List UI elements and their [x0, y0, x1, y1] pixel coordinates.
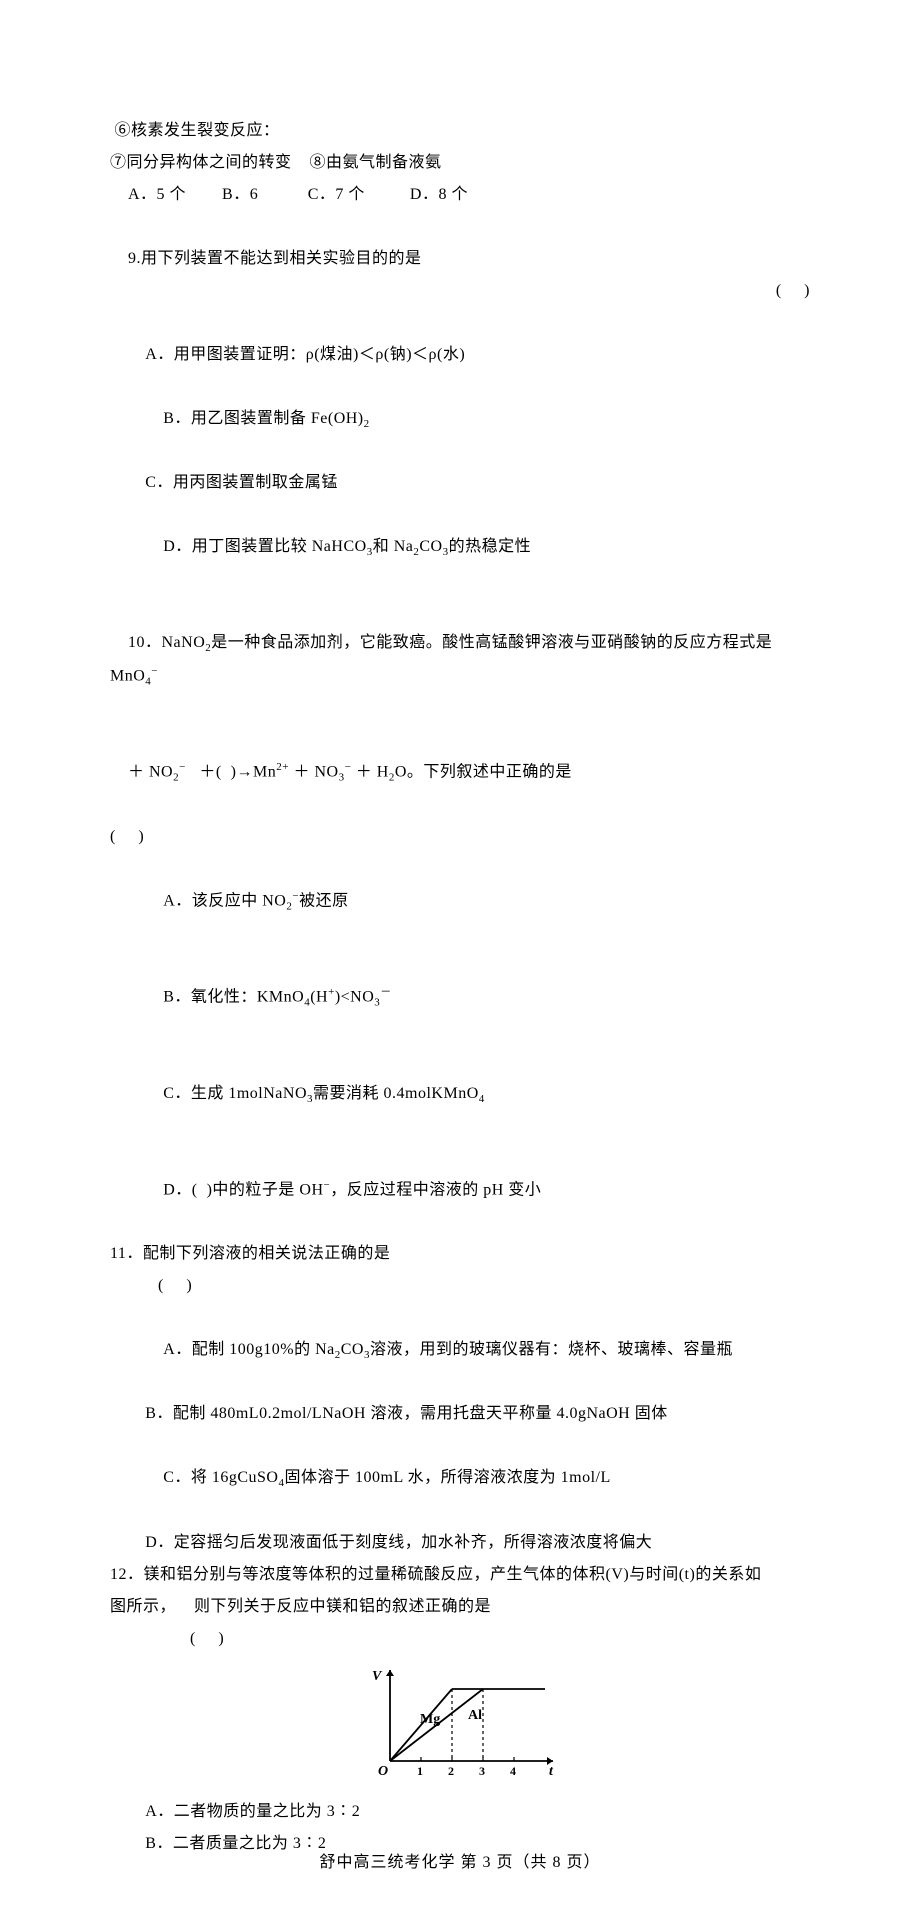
- text: 10．NaNO: [128, 634, 205, 651]
- option-c: C．生成 1molNaNO3需要消耗 0.4molKMnO4: [110, 1046, 810, 1142]
- option-c: C．用丙图装置制取金属锰: [110, 467, 810, 499]
- option-a: A．该反应中 NO2−被还原: [110, 853, 810, 950]
- text: 固体溶于 100mL 水，所得溶液浓度为 1mol/L: [285, 1469, 611, 1486]
- text: CO: [341, 1341, 364, 1358]
- volume-time-chart: OVt1234MgAl: [360, 1661, 560, 1781]
- svg-text:3: 3: [479, 1764, 485, 1778]
- text: 需要消耗 0.4molKMnO: [313, 1085, 479, 1102]
- text: 是一种食品添加剂，它能致癌。酸性高锰酸钾溶液与亚硝酸钠的反应方程式是 MnO: [110, 634, 777, 684]
- option-b: B．氧化性：KMnO4(H+)<NO3－: [110, 949, 810, 1046]
- superscript: －: [380, 986, 392, 998]
- option-d: D．定容摇匀后发现液面低于刻度线，加水补齐，所得溶液浓度将偏大: [110, 1527, 810, 1559]
- option-a: A．用甲图装置证明：ρ(煤油)＜ρ(钠)＜ρ(水): [110, 339, 810, 371]
- text: ，反应过程中溶液的 pH 变小: [330, 1181, 541, 1198]
- text: C．将 16gCuSO: [163, 1469, 278, 1486]
- superscript: 2+: [276, 761, 289, 773]
- option-d: D．用丁图装置比较 NaHCO3和 Na2CO3的热稳定性: [110, 499, 810, 595]
- svg-text:1: 1: [417, 1764, 423, 1778]
- text: (H: [310, 988, 328, 1005]
- svg-text:4: 4: [510, 1764, 516, 1778]
- question-10-stem-1: 10．NaNO2是一种食品添加剂，它能致癌。酸性高锰酸钾溶液与亚硝酸钠的反应方程…: [110, 595, 810, 724]
- superscript: −: [179, 761, 186, 773]
- answer-blank: ( ): [110, 1623, 810, 1655]
- option-c: C．将 16gCuSO4固体溶于 100mL 水，所得溶液浓度为 1mol/L: [110, 1430, 810, 1526]
- superscript: −: [151, 665, 158, 677]
- text: A．该反应中 NO: [163, 892, 286, 909]
- answer-blank: ( ): [110, 821, 810, 853]
- text: A．配制 100g10%的 Na: [163, 1341, 335, 1358]
- subscript: 2: [173, 772, 179, 784]
- text: ＋ NO: [289, 763, 339, 780]
- svg-text:V: V: [372, 1669, 383, 1684]
- subscript: 3: [339, 772, 345, 784]
- text: C．生成 1molNaNO: [163, 1085, 307, 1102]
- svg-text:t: t: [549, 1764, 554, 1779]
- svg-text:2: 2: [448, 1764, 454, 1778]
- text: ＋ NO: [128, 763, 173, 780]
- text: CO: [419, 538, 442, 555]
- text: 被还原: [299, 892, 349, 909]
- text-line: A．5 个 B．6 C．7 个 D．8 个: [110, 179, 810, 211]
- option-b: B．用乙图装置制备 Fe(OH)2: [110, 371, 810, 467]
- question-9-stem: 9.用下列装置不能达到相关实验目的的是 ( ): [110, 211, 810, 339]
- question-12-stem-1: 12．镁和铝分别与等浓度等体积的过量稀硫酸反应，产生气体的体积(V)与时间(t)…: [110, 1559, 810, 1591]
- option-b: B．配制 480mL0.2mol/LNaOH 溶液，需用托盘天平称量 4.0gN…: [110, 1398, 810, 1430]
- text: B．氧化性：KMnO: [163, 988, 304, 1005]
- subscript: 2: [364, 418, 370, 430]
- answer-blank: ( ): [110, 1270, 810, 1302]
- text-line: ⑥核素发生裂变反应：: [110, 115, 810, 147]
- svg-text:O: O: [378, 1764, 388, 1779]
- option-a: A．二者物质的量之比为 3∶2: [110, 1796, 810, 1828]
- text: D．( )中的粒子是 OH: [163, 1181, 323, 1198]
- text-line: ⑦同分异构体之间的转变 ⑧由氨气制备液氨: [110, 147, 810, 179]
- option-a: A．配制 100g10%的 Na2CO3溶液，用到的玻璃仪器有：烧杯、玻璃棒、容…: [110, 1302, 810, 1398]
- svg-text:Al: Al: [468, 1708, 482, 1723]
- question-10-stem-2: ＋ NO2− ＋( )→Mn2+ ＋ NO3− ＋ H2O。下列叙述中正确的是: [110, 724, 810, 821]
- text: 的热稳定性: [449, 538, 532, 555]
- text: O。下列叙述中正确的是: [395, 763, 572, 780]
- text: 溶液，用到的玻璃仪器有：烧杯、玻璃棒、容量瓶: [370, 1341, 733, 1358]
- stem-text: 9.用下列装置不能达到相关实验目的的是: [128, 250, 422, 267]
- subscript: 4: [479, 1093, 485, 1105]
- text: )<NO: [335, 988, 374, 1005]
- text: 和 Na: [373, 538, 414, 555]
- page-footer: 舒中高三统考化学 第 3 页（共 8 页）: [0, 1848, 920, 1872]
- question-11-stem: 11．配制下列溶液的相关说法正确的是: [110, 1238, 810, 1270]
- answer-blank: ( ): [776, 275, 810, 307]
- chart-container: OVt1234MgAl: [110, 1661, 810, 1786]
- text: B．用乙图装置制备 Fe(OH): [163, 410, 363, 427]
- superscript: +: [328, 986, 335, 998]
- text: ＋( )→Mn: [186, 763, 276, 780]
- option-d: D．( )中的粒子是 OH−，反应过程中溶液的 pH 变小: [110, 1142, 810, 1238]
- text: ＋ H: [351, 763, 389, 780]
- question-12-stem-2: 图所示， 则下列关于反应中镁和铝的叙述正确的是: [110, 1591, 810, 1623]
- subscript: 3: [374, 997, 380, 1009]
- text: D．用丁图装置比较 NaHCO: [163, 538, 367, 555]
- page: ⑥核素发生裂变反应： ⑦同分异构体之间的转变 ⑧由氨气制备液氨 A．5 个 B．…: [0, 0, 920, 1920]
